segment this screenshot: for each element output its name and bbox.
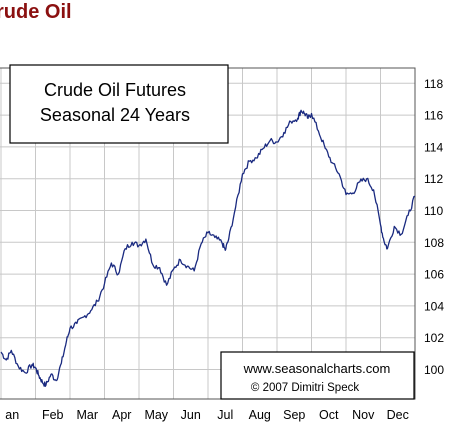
y-tick-label: 100 [424, 363, 444, 377]
y-tick-label: 112 [424, 172, 443, 186]
y-tick-label: 108 [424, 236, 444, 250]
y-tick-label: 118 [424, 77, 443, 91]
chart-title-box: Crude Oil Futures Seasonal 24 Years [9, 64, 229, 144]
x-tick-label: Sep [283, 408, 305, 422]
credit-url: www.seasonalcharts.com [243, 361, 391, 376]
series-line-crude-oil [0, 109, 416, 387]
credit-box: www.seasonalcharts.com © 2007 Dimitri Sp… [220, 351, 415, 400]
y-tick-label: 110 [424, 204, 443, 218]
x-tick-label: Dec [387, 408, 409, 422]
y-tick-label: 114 [424, 140, 443, 154]
y-tick-label: 116 [424, 109, 443, 123]
credit-author: © 2007 Dimitri Speck [251, 382, 359, 394]
y-tick-label: 102 [424, 331, 444, 345]
page-title: rude Oil [0, 1, 72, 23]
y-tick-label: 104 [424, 299, 444, 313]
x-tick-label: Oct [319, 408, 339, 422]
y-axis-tick-labels: 100 102 104 106 108 110 112 114 116 118 [424, 77, 444, 377]
x-tick-label: Mar [76, 408, 98, 422]
x-tick-label: Feb [42, 408, 64, 422]
x-tick-label: Nov [352, 408, 375, 422]
x-tick-label: Apr [112, 408, 131, 422]
x-tick-label: Jun [181, 408, 201, 422]
chart-title-line-1: Crude Oil Futures [44, 80, 186, 100]
x-axis-tick-labels: an Feb Mar Apr May Jun Jul Aug Sep Oct Nov Dec [5, 408, 409, 422]
x-tick-label: Aug [249, 408, 271, 422]
x-tick-label: an [5, 408, 19, 422]
y-tick-label: 106 [424, 268, 444, 282]
x-tick-label: Jul [217, 408, 233, 422]
x-tick-label: May [144, 408, 168, 422]
chart-title-line-2: Seasonal 24 Years [40, 105, 190, 125]
